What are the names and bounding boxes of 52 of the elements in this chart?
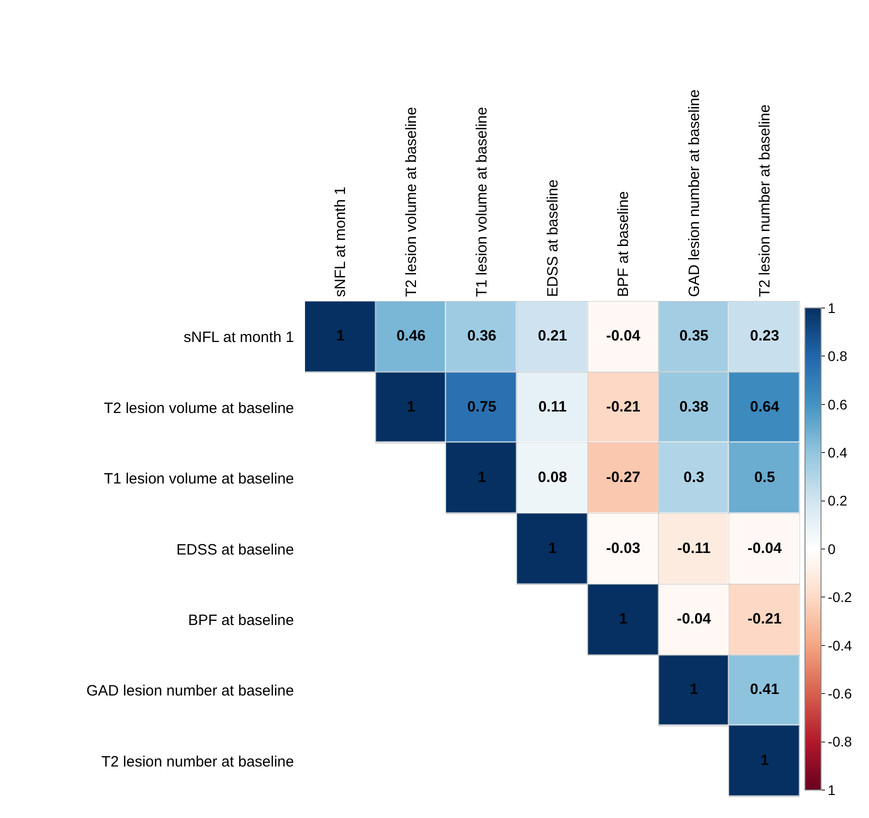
data-label: 0.23 — [750, 328, 780, 345]
data-label: 0.3 — [684, 469, 704, 486]
data-label: 1 — [548, 540, 557, 557]
data-label: 0.64 — [750, 398, 780, 416]
x-tick-label: GAD lesion number at baseline — [686, 89, 703, 297]
color-bar-label: 0.4 — [828, 444, 848, 460]
data-label: 0.11 — [538, 398, 567, 416]
data-label: 0.35 — [679, 328, 709, 345]
data-label: 0.38 — [679, 398, 709, 416]
color-bar-label: 0.2 — [828, 492, 848, 509]
data-label: 0.75 — [467, 398, 496, 416]
y-tick-label: sNFL at month 1 — [184, 329, 294, 346]
data-label: -0.04 — [748, 540, 782, 557]
color-bar-label: -0.6 — [828, 686, 852, 702]
y-tick-label: T1 lesion volume at baseline — [104, 470, 294, 488]
x-tick-label: BPF at baseline — [615, 191, 632, 297]
data-label: 1 — [478, 469, 486, 486]
data-label: 1 — [619, 610, 628, 628]
color-bar-label: -0.8 — [828, 734, 852, 750]
color-bar-label: -0.2 — [828, 589, 852, 606]
data-label: 1 — [690, 681, 698, 698]
data-label: 1 — [760, 752, 769, 769]
color-bar-label: 1 — [828, 300, 836, 316]
x-tick-label: T2 lesion number at baseline — [756, 104, 774, 297]
data-label: 0.36 — [467, 328, 496, 345]
data-label: 0.21 — [538, 328, 568, 345]
color-bar-label: 0.6 — [828, 396, 848, 412]
data-label: 0.46 — [396, 328, 426, 345]
data-label: 1 — [406, 398, 416, 416]
color-bar-label: 0 — [828, 540, 836, 557]
data-label: -0.21 — [748, 610, 782, 628]
y-tick-label: EDSS at baseline — [176, 541, 294, 558]
color-bar-label: 1 — [828, 782, 836, 798]
data-label: -0.04 — [676, 610, 712, 628]
data-label: 0.5 — [754, 469, 776, 486]
y-tick-label: GAD lesion number at baseline — [86, 682, 294, 700]
x-tick-label: EDSS at baseline — [544, 179, 562, 297]
data-label: -0.11 — [677, 540, 711, 557]
data-label: 0.08 — [538, 469, 568, 486]
x-tick-label: T1 lesion volume at baseline — [474, 106, 491, 297]
y-tick-label: T2 lesion number at baseline — [101, 753, 294, 770]
color-bar-label: -0.4 — [828, 637, 852, 654]
data-label: 1 — [336, 328, 345, 345]
data-label: -0.03 — [606, 540, 640, 557]
data-label: 0.41 — [750, 681, 780, 698]
x-tick-label: T2 lesion volume at baseline — [402, 106, 420, 297]
y-tick-label: BPF at baseline — [188, 612, 294, 629]
data-label: -0.27 — [606, 469, 640, 486]
color-bar-label: 0.8 — [828, 348, 848, 364]
y-tick-label: T2 lesion volume at baseline — [104, 400, 294, 417]
data-label: -0.04 — [606, 328, 641, 345]
data-label: -0.21 — [606, 398, 640, 416]
